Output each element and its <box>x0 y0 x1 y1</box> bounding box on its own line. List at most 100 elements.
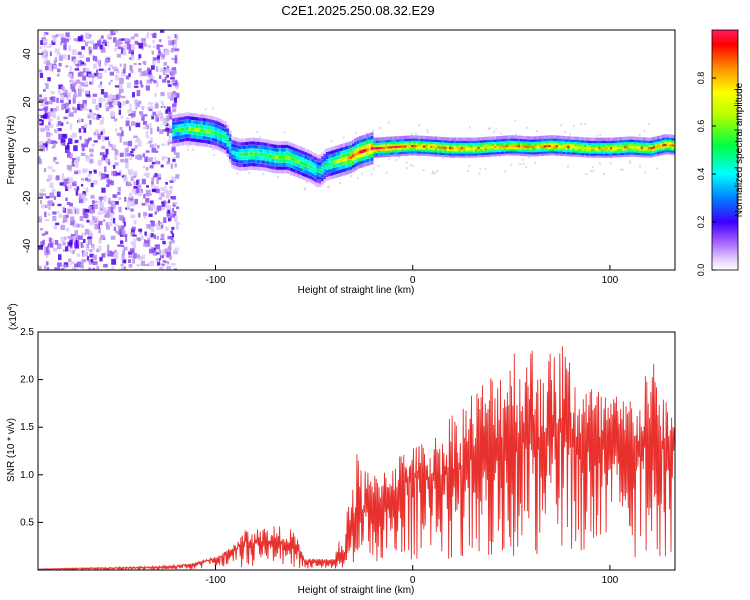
noise-speck <box>104 166 107 173</box>
noise-speck <box>61 54 67 60</box>
noise-speck <box>83 143 88 148</box>
noise-speck <box>137 154 142 161</box>
ridge-cell <box>174 136 178 140</box>
ridge-cell <box>548 150 551 154</box>
noise-speck <box>162 240 166 245</box>
noise-speck <box>155 114 158 120</box>
noise-speck <box>124 158 129 164</box>
ridge-cell <box>309 172 312 176</box>
ridge-cell <box>538 138 542 142</box>
ridge-cell <box>654 138 658 142</box>
ridge-cell <box>321 152 324 157</box>
ridge-cell <box>352 157 355 162</box>
noise-speck <box>129 103 132 110</box>
ridge-cell <box>304 173 308 178</box>
noise-speck <box>137 57 140 61</box>
ridge-cell <box>363 152 367 156</box>
noise-speck <box>129 155 133 160</box>
ridge-cell <box>176 135 180 139</box>
noise-speck <box>110 235 116 240</box>
ridge-cell <box>195 142 199 146</box>
noise-speck <box>108 141 111 147</box>
ridge-cell <box>486 138 490 143</box>
ridge-cell <box>609 154 613 158</box>
ridge-cell <box>472 154 476 158</box>
ridge-cell <box>389 149 393 153</box>
ridge-cell <box>600 141 604 146</box>
ridge-cell <box>430 148 433 153</box>
noise-speck <box>65 246 69 252</box>
ridge-cell <box>378 145 381 150</box>
ridge-cell <box>631 140 634 145</box>
ridge-cell <box>423 152 426 156</box>
ridge-cell <box>593 146 596 150</box>
ridge-cell <box>508 137 511 141</box>
noise-speck <box>80 225 85 228</box>
ridge-cell <box>659 143 663 148</box>
ridge-cell <box>647 139 651 143</box>
ridge-cell <box>607 152 611 156</box>
ridge-cell <box>231 161 234 165</box>
ridge-cell <box>607 150 611 154</box>
ridge-cell <box>240 138 244 142</box>
ridge-cell <box>247 148 251 153</box>
ridge-cell <box>325 155 329 159</box>
ridge-cell <box>576 149 580 153</box>
ridge-cell <box>380 154 383 158</box>
faint-speck <box>504 170 507 173</box>
ridge-cell <box>176 124 180 129</box>
ridge-cell <box>266 154 270 158</box>
ridge-cell <box>548 143 551 148</box>
ridge-cell <box>191 127 194 131</box>
ridge-cell <box>624 149 627 153</box>
noise-speck <box>58 62 62 67</box>
ridge-cell <box>288 145 291 149</box>
noise-speck <box>168 141 173 144</box>
noise-speck <box>92 93 98 97</box>
ridge-cell <box>441 137 445 141</box>
ridge-cell <box>205 118 208 122</box>
ridge-cell <box>491 136 495 140</box>
ridge-cell <box>472 139 476 144</box>
ridge-cell <box>647 145 651 150</box>
ridge-cell <box>385 143 388 147</box>
noise-speck <box>41 51 46 56</box>
ridge-cell <box>446 143 450 147</box>
ridge-cell <box>174 132 178 136</box>
ridge-cell <box>375 143 379 148</box>
ridge-cell <box>496 146 499 150</box>
ridge-cell <box>673 137 675 141</box>
ridge-cell <box>425 136 428 140</box>
ridge-cell <box>368 140 372 144</box>
ridge-cell <box>423 135 426 140</box>
ridge-cell <box>588 141 592 146</box>
ridge-cell <box>399 140 402 144</box>
ridge-cell <box>647 154 651 158</box>
ridge-cell <box>359 153 362 158</box>
ridge-cell <box>605 150 608 154</box>
noise-speck <box>73 94 78 98</box>
noise-speck <box>161 143 166 147</box>
noise-speck <box>86 219 91 223</box>
noise-speck <box>70 216 75 223</box>
faint-speck <box>522 162 525 165</box>
ridge-cell <box>444 137 447 141</box>
ridge-cell <box>619 145 622 149</box>
noise-speck <box>132 92 135 98</box>
noise-speck <box>156 55 161 60</box>
ridge-cell <box>520 150 523 154</box>
ridge-cell <box>451 137 454 141</box>
ridge-cell <box>617 147 620 152</box>
noise-speck <box>51 40 56 45</box>
ridge-cell <box>245 159 249 164</box>
ridge-cell <box>281 162 284 167</box>
ridge-cell <box>250 166 253 170</box>
noise-speck <box>143 127 148 130</box>
noise-speck <box>113 165 116 169</box>
ridge-cell <box>565 144 568 148</box>
ridge-cell <box>314 164 317 168</box>
ridge-cell <box>207 136 211 141</box>
noise-speck <box>138 63 142 66</box>
noise-speck <box>145 240 150 246</box>
noise-speck <box>154 208 158 212</box>
